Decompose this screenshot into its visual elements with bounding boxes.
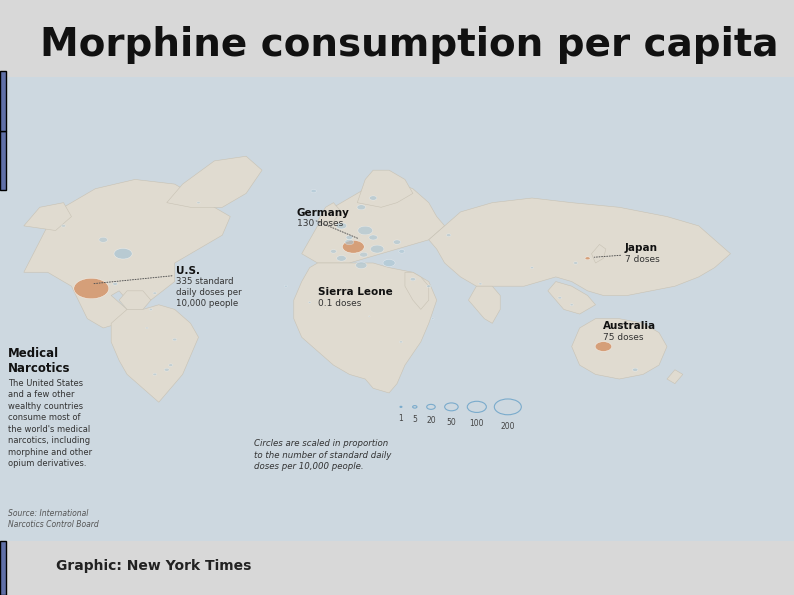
Polygon shape <box>302 180 445 263</box>
Polygon shape <box>24 180 230 328</box>
Circle shape <box>479 283 482 285</box>
Polygon shape <box>572 319 667 379</box>
Polygon shape <box>167 156 262 207</box>
Text: 1: 1 <box>399 414 403 424</box>
Circle shape <box>336 223 347 229</box>
Polygon shape <box>468 286 500 323</box>
Text: Sierra Leone: Sierra Leone <box>318 287 392 297</box>
Text: 130 doses: 130 doses <box>297 220 343 228</box>
Text: 50: 50 <box>446 418 457 427</box>
Text: 20: 20 <box>426 416 436 425</box>
Text: Germany: Germany <box>297 208 350 218</box>
Circle shape <box>633 368 638 371</box>
Text: Morphine consumption per capita: Morphine consumption per capita <box>40 26 778 64</box>
Circle shape <box>330 250 337 253</box>
Text: 335 standard
daily doses per
10,000 people: 335 standard daily doses per 10,000 peop… <box>176 277 242 308</box>
Text: 100: 100 <box>469 419 484 428</box>
Circle shape <box>342 240 364 253</box>
Circle shape <box>585 257 590 260</box>
Text: 75 doses: 75 doses <box>603 333 644 342</box>
Circle shape <box>346 236 353 239</box>
Circle shape <box>345 240 354 245</box>
Circle shape <box>360 252 368 257</box>
Polygon shape <box>357 170 413 207</box>
Polygon shape <box>119 291 151 309</box>
Circle shape <box>426 285 431 287</box>
Circle shape <box>61 225 66 227</box>
Polygon shape <box>318 203 341 221</box>
Circle shape <box>399 341 403 343</box>
Circle shape <box>358 226 372 235</box>
Circle shape <box>431 318 434 320</box>
Circle shape <box>284 285 287 287</box>
Circle shape <box>369 235 377 240</box>
Polygon shape <box>667 369 683 384</box>
Circle shape <box>357 205 365 210</box>
Text: Circles are scaled in proportion
to the number of standard daily
doses per 10,00: Circles are scaled in proportion to the … <box>254 439 391 471</box>
Polygon shape <box>405 273 429 309</box>
Circle shape <box>311 189 316 193</box>
Circle shape <box>570 304 573 306</box>
Circle shape <box>337 256 346 261</box>
Text: Graphic: New York Times: Graphic: New York Times <box>56 559 251 572</box>
Circle shape <box>399 250 405 253</box>
Circle shape <box>530 267 534 268</box>
Polygon shape <box>548 281 596 314</box>
Polygon shape <box>111 305 198 402</box>
Circle shape <box>153 373 156 375</box>
Circle shape <box>168 364 173 367</box>
FancyBboxPatch shape <box>0 77 794 541</box>
Circle shape <box>153 292 156 295</box>
Circle shape <box>145 327 148 329</box>
Text: 7 doses: 7 doses <box>625 255 660 264</box>
Circle shape <box>74 278 109 299</box>
Text: Source: International
Narcotics Control Board: Source: International Narcotics Control … <box>8 509 98 529</box>
Circle shape <box>383 259 395 267</box>
Circle shape <box>410 278 415 281</box>
Polygon shape <box>592 245 606 263</box>
Circle shape <box>446 234 451 236</box>
Circle shape <box>393 240 401 245</box>
Circle shape <box>114 249 132 259</box>
Text: 0.1 doses: 0.1 doses <box>318 299 361 308</box>
Polygon shape <box>24 203 71 230</box>
Circle shape <box>573 262 578 264</box>
Circle shape <box>369 196 377 200</box>
Text: 5: 5 <box>412 415 417 424</box>
Text: Australia: Australia <box>603 321 657 331</box>
Text: The United States
and a few other
wealthy countries
consume most of
the world's : The United States and a few other wealth… <box>8 379 92 468</box>
Circle shape <box>164 368 169 371</box>
Text: 200: 200 <box>500 422 515 431</box>
Circle shape <box>172 339 177 341</box>
Circle shape <box>113 283 118 285</box>
Circle shape <box>371 245 384 253</box>
Circle shape <box>368 316 370 317</box>
Circle shape <box>99 237 107 242</box>
Text: U.S.: U.S. <box>176 265 200 275</box>
Circle shape <box>596 342 611 352</box>
Text: Medical
Narcotics: Medical Narcotics <box>8 346 71 374</box>
Circle shape <box>558 297 561 299</box>
Circle shape <box>308 302 311 303</box>
Text: Japan: Japan <box>625 243 658 253</box>
Circle shape <box>356 262 367 268</box>
Circle shape <box>197 202 200 203</box>
Polygon shape <box>429 198 730 296</box>
Polygon shape <box>294 263 437 393</box>
Circle shape <box>149 308 152 311</box>
